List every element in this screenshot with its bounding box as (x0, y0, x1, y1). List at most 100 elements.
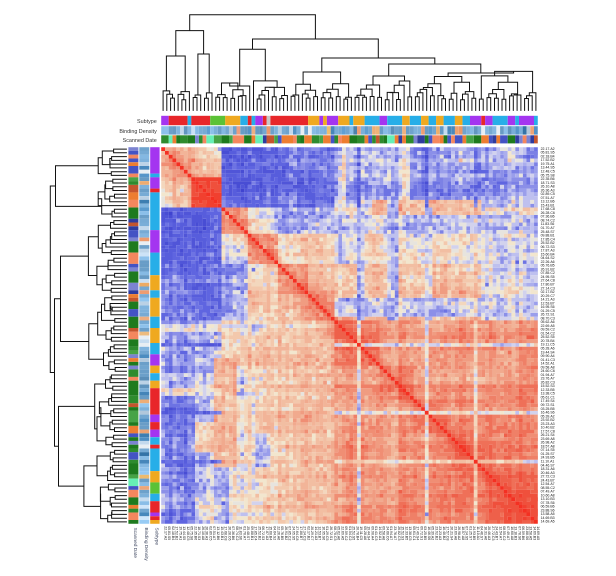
svg-text:18.71.S3: 18.71.S3 (197, 526, 201, 540)
svg-text:Subtype: Subtype (154, 528, 160, 546)
svg-text:12.33.B5: 12.33.B5 (541, 388, 555, 392)
svg-text:19.11.C5: 19.11.C5 (541, 343, 555, 347)
svg-text:17.85.C4: 17.85.C4 (541, 237, 555, 241)
svg-text:10.40.B2: 10.40.B2 (541, 426, 555, 430)
svg-text:24.93.B5: 24.93.B5 (541, 456, 555, 460)
svg-text:05.28.A6: 05.28.A6 (541, 347, 555, 351)
svg-text:05.75.S8: 05.75.S8 (190, 526, 194, 540)
svg-text:19.44.S4: 19.44.S4 (541, 350, 555, 354)
svg-text:13.44.S5: 13.44.S5 (182, 526, 186, 540)
svg-text:19.75.A1: 19.75.A1 (178, 526, 182, 540)
svg-text:Scanned Date: Scanned Date (123, 138, 157, 144)
svg-text:26.28.C6: 26.28.C6 (227, 526, 231, 540)
svg-text:17.80.B7: 17.80.B7 (541, 283, 555, 287)
svg-text:13.58.A5: 13.58.A5 (529, 526, 533, 540)
svg-text:14.21.A3: 14.21.A3 (314, 526, 318, 540)
svg-text:26.36.A3: 26.36.A3 (541, 188, 555, 192)
svg-text:12.54.A7: 12.54.A7 (499, 526, 503, 540)
svg-text:07.36.B6: 07.36.B6 (541, 215, 555, 219)
svg-text:07.51.A7: 07.51.A7 (541, 196, 555, 200)
svg-text:06.72.S3: 06.72.S3 (261, 526, 265, 540)
svg-text:22.69.A5: 22.69.A5 (541, 324, 555, 328)
svg-text:25.48.S7: 25.48.S7 (541, 230, 555, 234)
svg-text:23.69.A8: 23.69.A8 (541, 437, 555, 441)
svg-text:22.26.A6: 22.26.A6 (541, 260, 555, 264)
svg-text:17.52.B2: 17.52.B2 (175, 526, 179, 540)
svg-text:12.54.A7: 12.54.A7 (541, 482, 555, 486)
svg-text:14.52.A1: 14.52.A1 (378, 526, 382, 540)
svg-text:25.52.B2: 25.52.B2 (257, 526, 261, 540)
svg-text:01.29.C5: 01.29.C5 (541, 309, 555, 313)
svg-text:04.64.S2: 04.64.S2 (273, 526, 277, 540)
svg-text:24.95.S5: 24.95.S5 (291, 526, 295, 540)
svg-text:23.92.B2: 23.92.B2 (541, 418, 555, 422)
svg-text:07.49.A7: 07.49.A7 (541, 490, 555, 494)
svg-text:07.14.S5: 07.14.S5 (465, 526, 469, 540)
svg-text:23.88.S6: 23.88.S6 (525, 526, 529, 540)
svg-text:15.43.B1: 15.43.B1 (220, 526, 224, 540)
svg-text:04.64.S2: 04.64.S2 (541, 256, 555, 260)
svg-text:01.94.A7: 01.94.A7 (389, 526, 393, 540)
svg-text:20.46.A3: 20.46.A3 (541, 471, 555, 475)
svg-text:07.14.S5: 07.14.S5 (541, 448, 555, 452)
svg-text:16.46.S6: 16.46.S6 (427, 526, 431, 540)
svg-text:06.59.B6: 06.59.B6 (521, 526, 525, 540)
svg-text:27.72.C3: 27.72.C3 (491, 526, 495, 540)
svg-text:17.52.B2: 17.52.B2 (541, 158, 555, 162)
svg-text:14.69.B3: 14.69.B3 (532, 526, 536, 540)
svg-text:08.55.C2: 08.55.C2 (502, 526, 506, 540)
svg-text:01.70.A7: 01.70.A7 (541, 226, 555, 230)
svg-text:11.83.S6: 11.83.S6 (239, 526, 243, 540)
svg-text:26.10.A8: 26.10.A8 (541, 185, 555, 189)
svg-text:26.21.S4: 26.21.S4 (450, 526, 454, 540)
svg-text:22.17.A2: 22.17.A2 (541, 147, 555, 151)
svg-text:24.60.C6: 24.60.C6 (541, 369, 555, 373)
svg-text:23.88.S6: 23.88.S6 (541, 508, 555, 512)
svg-text:27.72.C3: 27.72.C3 (541, 475, 555, 479)
svg-text:05.39.A2: 05.39.A2 (541, 414, 555, 418)
svg-text:01.25.S7: 01.25.S7 (541, 452, 555, 456)
svg-text:15.60.B4: 15.60.B4 (541, 252, 555, 256)
svg-text:25.52.S5: 25.52.S5 (541, 335, 555, 339)
svg-text:25.48.S7: 25.48.S7 (246, 526, 250, 540)
svg-text:20.29.C7: 20.29.C7 (541, 294, 555, 298)
svg-text:25.52.S5: 25.52.S5 (352, 526, 356, 540)
svg-text:05.28.A6: 05.28.A6 (363, 526, 367, 540)
svg-text:12.48.C5: 12.48.C5 (186, 526, 190, 540)
svg-text:20.29.C7: 20.29.C7 (310, 526, 314, 540)
svg-text:17.49.S4: 17.49.S4 (416, 526, 420, 540)
svg-text:24.60.C6: 24.60.C6 (386, 526, 390, 540)
svg-text:19.11.C5: 19.11.C5 (359, 526, 363, 540)
svg-text:24.43.B7: 24.43.B7 (495, 526, 499, 540)
svg-text:26.98.A2: 26.98.A2 (457, 526, 461, 540)
svg-text:10.60.A8: 10.60.A8 (541, 493, 555, 497)
svg-text:09.72.S1: 09.72.S1 (541, 403, 555, 407)
svg-text:26.91.B2: 26.91.B2 (541, 267, 555, 271)
svg-text:27.64.C8: 27.64.C8 (541, 279, 555, 283)
svg-text:15.52.S3: 15.52.S3 (401, 526, 405, 540)
svg-text:07.85.C2: 07.85.C2 (288, 526, 292, 540)
svg-text:11.10.A1: 11.10.A1 (476, 526, 480, 540)
svg-text:18.31.A6: 18.31.A6 (483, 526, 487, 540)
svg-text:18.57.A8: 18.57.A8 (541, 444, 555, 448)
svg-text:09.90.A4: 09.90.A4 (370, 526, 374, 540)
svg-text:17.68.C8: 17.68.C8 (541, 207, 555, 211)
svg-text:26.28.C6: 26.28.C6 (541, 211, 555, 215)
svg-text:17.57.C8: 17.57.C8 (541, 429, 555, 433)
svg-text:26.72.S1: 26.72.S1 (541, 313, 555, 317)
svg-text:23.76.A7: 23.76.A7 (393, 526, 397, 540)
svg-text:27.14.C3: 27.14.C3 (303, 526, 307, 540)
svg-text:25.52.B2: 25.52.B2 (541, 241, 555, 245)
svg-text:13.10.B3: 13.10.B3 (541, 497, 555, 501)
svg-text:01.41.C3: 01.41.C3 (541, 358, 555, 362)
svg-text:05.75.S8: 05.75.S8 (541, 173, 555, 177)
svg-text:09.88.B1: 09.88.B1 (250, 526, 254, 540)
svg-text:13.38.C5: 13.38.C5 (408, 526, 412, 540)
svg-text:01.41.C3: 01.41.C3 (374, 526, 378, 540)
svg-text:09.90.A4: 09.90.A4 (541, 354, 555, 358)
svg-text:08.74.C2: 08.74.C2 (541, 219, 555, 223)
svg-text:18.71.S3: 18.71.S3 (541, 181, 555, 185)
svg-text:05.39.A2: 05.39.A2 (431, 526, 435, 540)
svg-text:17.85.C4: 17.85.C4 (254, 526, 258, 540)
svg-text:09.72.S1: 09.72.S1 (419, 526, 423, 540)
